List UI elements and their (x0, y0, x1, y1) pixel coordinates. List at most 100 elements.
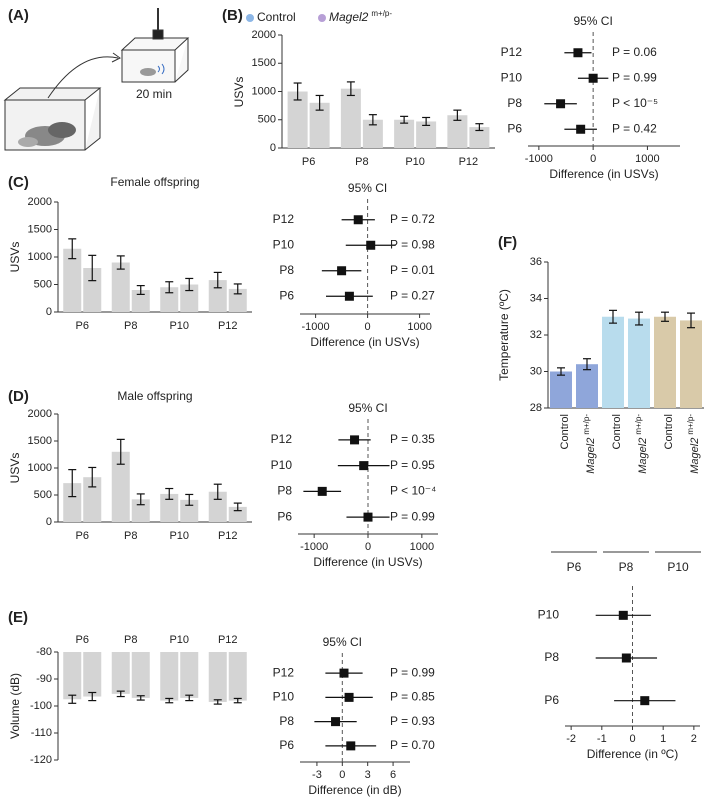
estimate-marker (346, 741, 356, 751)
bar (228, 506, 247, 522)
legend-swatch (318, 14, 326, 22)
x-tick-label: P6 (76, 634, 89, 646)
bar (160, 652, 179, 701)
series-label: Control (559, 414, 571, 449)
y-tick-label: 28 (530, 402, 542, 414)
x-tick-label: 0 (590, 153, 596, 165)
estimate-marker (618, 610, 628, 620)
series-superscript: m+/p- (634, 414, 643, 435)
y-tick-label: 36 (530, 256, 542, 268)
x-axis-label: Difference (in USVs) (313, 555, 422, 569)
estimate-marker (556, 99, 566, 109)
pup (140, 68, 156, 76)
series-superscript: m+/p- (686, 414, 695, 435)
estimate-marker (640, 696, 650, 706)
bar (654, 316, 676, 408)
y-tick-label: P10 (538, 608, 560, 622)
y-tick-label: 1500 (252, 57, 276, 69)
series-superscript: m+/p- (371, 9, 392, 18)
estimate-marker (339, 668, 349, 678)
p-value: P < 10⁻⁵ (612, 96, 658, 110)
bar (208, 491, 227, 522)
x-tick-label: P10 (169, 320, 189, 332)
series-name: Control (611, 414, 623, 449)
x-tick-label: P12 (218, 320, 238, 332)
panel-label: (F) (498, 234, 517, 251)
y-tick-label: 500 (34, 278, 52, 290)
y-tick-label: 500 (258, 114, 276, 126)
bar (208, 652, 227, 702)
p-value: P = 0.98 (390, 237, 435, 251)
y-tick-label: 1500 (28, 223, 52, 235)
y-tick-label: -120 (30, 754, 52, 766)
x-tick-label: 1000 (410, 541, 434, 553)
series-label: Magel2m+/p- (582, 414, 597, 474)
p-value: P = 0.99 (612, 70, 657, 84)
y-axis-label: Temperature (ºC) (497, 289, 511, 381)
bar (550, 371, 572, 408)
y-tick-label: P10 (273, 690, 295, 704)
x-tick-label: 0 (365, 541, 371, 553)
x-tick-label: P8 (124, 320, 137, 332)
panel-label: (E) (8, 609, 28, 626)
y-tick-label: -110 (31, 727, 52, 739)
x-tick-label: P12 (218, 530, 238, 542)
p-value: P = 0.95 (390, 458, 435, 472)
y-tick-label: 30 (530, 365, 542, 377)
estimate-marker (344, 692, 354, 702)
chart-title: 95% CI (348, 401, 387, 415)
pup (18, 137, 38, 147)
estimate-marker (331, 717, 341, 727)
bar (362, 119, 383, 148)
y-tick-label: 34 (530, 292, 542, 304)
chart-title: 95% CI (348, 181, 387, 195)
bar (131, 499, 150, 522)
p-value: P = 0.06 (612, 45, 657, 59)
y-axis-label: USVs (8, 242, 22, 273)
x-tick-label: P10 (667, 560, 689, 574)
y-tick-label: P8 (277, 484, 292, 498)
bar (131, 290, 150, 312)
bar (83, 268, 102, 312)
bar (111, 652, 130, 694)
arrow-head (111, 52, 121, 63)
y-tick-label: P12 (273, 665, 295, 679)
bar (287, 91, 308, 148)
y-tick-label: 0 (270, 142, 276, 154)
y-tick-label: -100 (30, 700, 52, 712)
x-tick-label: P6 (76, 320, 89, 332)
panel-label: (C) (8, 174, 29, 191)
y-tick-label: P8 (279, 263, 294, 277)
bar (83, 477, 102, 522)
legend-swatch (246, 14, 254, 22)
p-value: P = 0.93 (390, 714, 435, 728)
panel-label: (A) (8, 7, 29, 24)
y-tick-label: P6 (279, 738, 294, 752)
series-name: Magel2 (637, 438, 649, 474)
series-name: Control (257, 10, 296, 24)
caption: 20 min (136, 87, 172, 101)
bar (180, 284, 199, 312)
x-tick-label: -1 (597, 733, 607, 745)
estimate-marker (353, 215, 363, 225)
y-tick-label: P6 (279, 288, 294, 302)
y-tick-label: 1000 (252, 85, 276, 97)
y-tick-label: P8 (279, 714, 294, 728)
x-tick-label: P6 (76, 530, 89, 542)
estimate-marker (576, 124, 586, 134)
x-axis-label: Difference (in dB) (308, 783, 401, 797)
x-tick-label: -1000 (302, 321, 330, 333)
y-axis-label: USVs (232, 77, 246, 108)
microphone (152, 29, 164, 40)
y-tick-label: P8 (507, 96, 522, 110)
p-value: P = 0.70 (390, 738, 435, 752)
estimate-marker (359, 461, 369, 471)
bar (309, 102, 330, 148)
bar (447, 115, 468, 148)
bar (63, 483, 82, 522)
series-label: Magel2m+/p- (686, 414, 701, 474)
series-label: Control (663, 414, 675, 449)
bar (83, 652, 102, 697)
bar (628, 318, 650, 408)
